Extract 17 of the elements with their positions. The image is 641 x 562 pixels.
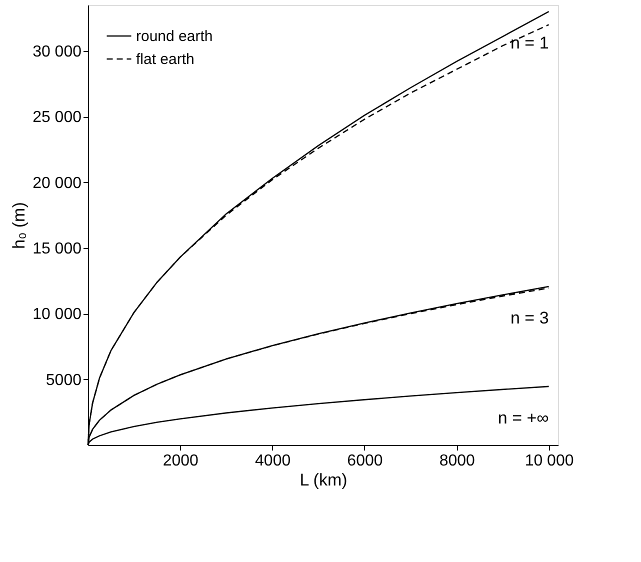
y-tick-label: 30 000 [32,43,82,60]
x-tick-label: 2000 [162,452,199,470]
x-tick-label: 6000 [347,452,383,470]
annotation: n = 3 [510,308,549,328]
x-tick-label: 4000 [255,452,291,470]
annotation: n = +∞ [498,408,549,428]
legend-label: round earth [136,28,213,45]
y-tick-label: 5000 [46,372,82,389]
y-tick-label: 25 000 [32,109,82,126]
y-tick-label: 10 000 [32,306,82,324]
legend-label: flat earth [136,51,194,68]
y-tick-label: 15 000 [32,240,82,258]
x-axis-title: L (km) [300,470,348,490]
x-tick-label: 8000 [439,452,476,470]
y-axis-title: h₀ (m) [10,202,29,249]
y-tick-label: 20 000 [32,174,82,192]
x-tick-label: 10 000 [524,452,574,470]
